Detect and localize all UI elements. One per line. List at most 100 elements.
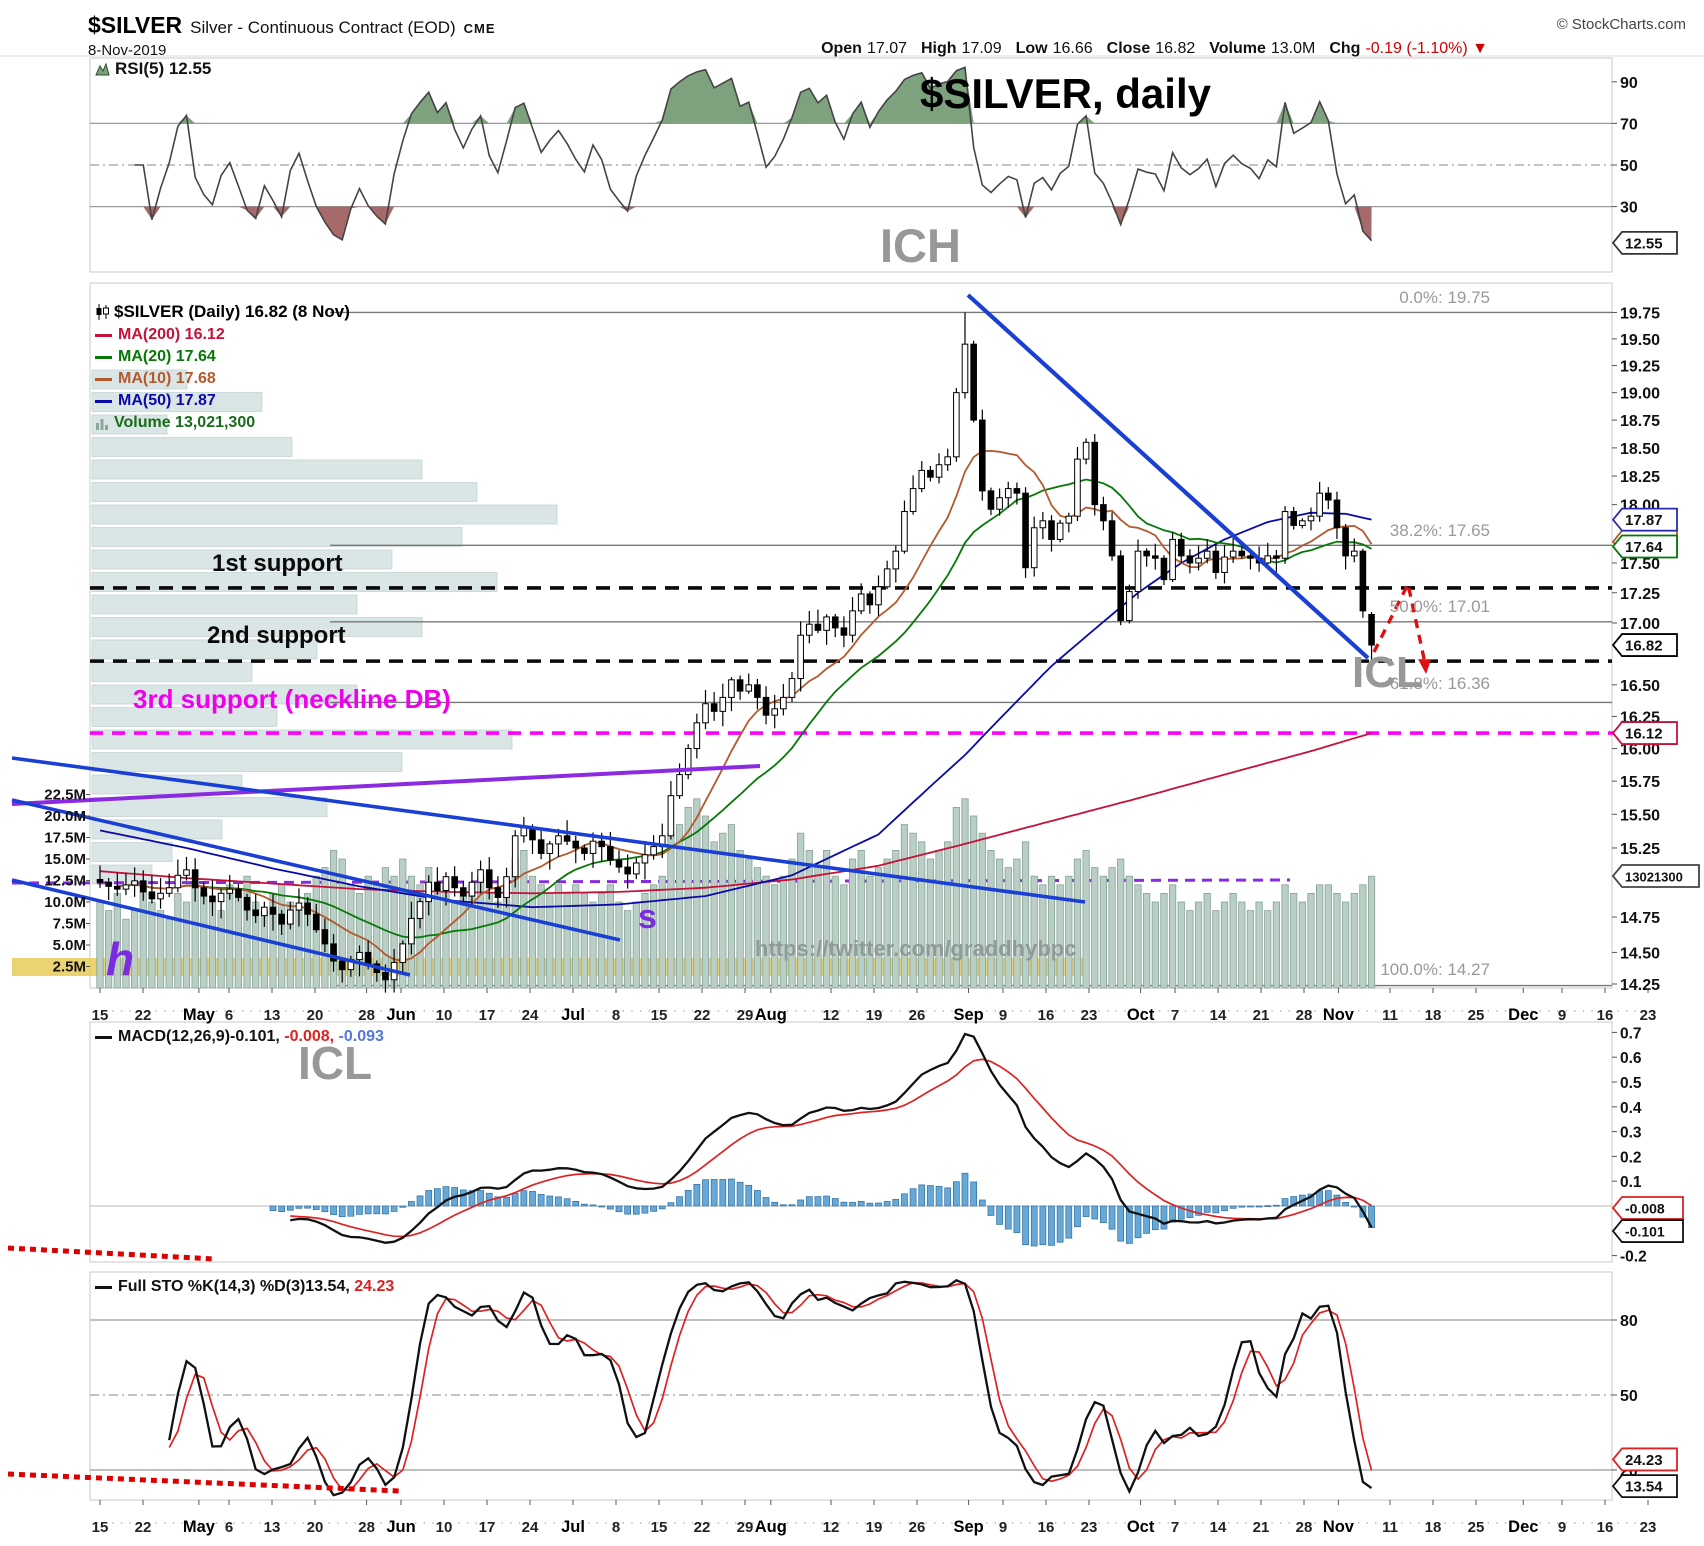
svg-text:8: 8 — [612, 1007, 620, 1024]
quote-label: Chg — [1329, 40, 1361, 57]
fib-label-50: 50.0%: 17.01 — [1389, 597, 1490, 616]
svg-text:0.2: 0.2 — [1620, 1149, 1642, 1166]
svg-text:16: 16 — [1038, 1519, 1055, 1536]
svg-text:16.50: 16.50 — [1620, 678, 1660, 695]
svg-text:24: 24 — [522, 1007, 539, 1024]
quote-value: 16.66 — [1052, 40, 1093, 57]
svg-text:0.3: 0.3 — [1620, 1125, 1642, 1142]
svg-text:Jun: Jun — [386, 1006, 415, 1024]
svg-text:19.50: 19.50 — [1620, 332, 1660, 349]
svg-text:29: 29 — [737, 1519, 754, 1536]
svg-text:15.75: 15.75 — [1620, 774, 1660, 791]
svg-text:Nov: Nov — [1323, 1518, 1355, 1536]
main-legend: $SILVER (Daily) 16.82 (8 Nov) MA(200) 16… — [95, 300, 350, 434]
macd-legend: MACD(12,26,9) -0.101, -0.008, -0.093 — [95, 1028, 384, 1046]
annotation-s: s — [638, 898, 657, 936]
ticker-symbol: $SILVER — [88, 12, 183, 38]
svg-text:28: 28 — [358, 1007, 375, 1024]
svg-text:29: 29 — [737, 1007, 754, 1024]
sto-legend: Full STO %K(14,3) %D(3) 13.54, 24.23 — [95, 1278, 394, 1296]
svg-text:Dec: Dec — [1508, 1006, 1538, 1024]
quote-label: High — [921, 40, 957, 57]
svg-text:12: 12 — [823, 1519, 840, 1536]
rsi-area-icon — [95, 61, 110, 75]
svg-text:Dec: Dec — [1508, 1518, 1538, 1536]
svg-text:26: 26 — [909, 1007, 926, 1024]
svg-text:10: 10 — [436, 1007, 453, 1024]
svg-text:-0.2: -0.2 — [1620, 1249, 1647, 1266]
annotation-icl-main: ICL — [1352, 648, 1423, 697]
support-label-2: 2nd support — [207, 622, 346, 649]
svg-text:5.0M: 5.0M — [53, 937, 86, 954]
svg-text:26: 26 — [909, 1519, 926, 1536]
svg-text:Sep: Sep — [953, 1006, 983, 1024]
svg-text:11: 11 — [1382, 1519, 1398, 1536]
svg-text:21: 21 — [1253, 1007, 1270, 1024]
svg-text:50: 50 — [1620, 1388, 1638, 1405]
svg-text:18.50: 18.50 — [1620, 441, 1660, 458]
exchange-label: CME — [463, 21, 496, 36]
copyright: © StockCharts.com — [1556, 16, 1686, 33]
svg-text:17.5M: 17.5M — [44, 830, 86, 847]
svg-text:6: 6 — [225, 1519, 233, 1536]
quote-summary: Open 17.07 High 17.09 Low 16.66 Close 16.82 Volu… — [807, 40, 1488, 58]
ticker-description: Silver - Continuous Contract (EOD) — [190, 18, 456, 37]
annotation-icl-macd: ICL — [298, 1037, 373, 1089]
svg-text:18.25: 18.25 — [1620, 469, 1660, 486]
svg-text:13: 13 — [264, 1007, 281, 1024]
svg-text:12.5M: 12.5M — [44, 873, 86, 890]
svg-text:0.4: 0.4 — [1620, 1100, 1642, 1117]
svg-text:19.75: 19.75 — [1620, 305, 1660, 322]
twitter-watermark: https://twitter.com/graddhybpc — [755, 936, 1077, 961]
fib-label-100: 100.0%: 14.27 — [1380, 960, 1490, 979]
svg-text:16.12: 16.12 — [1625, 726, 1663, 743]
svg-text:Oct: Oct — [1127, 1006, 1155, 1024]
svg-text:11: 11 — [1382, 1007, 1398, 1024]
ma-legend-row: MA(200) 16.12 — [95, 324, 350, 346]
svg-text:13.54: 13.54 — [1625, 1479, 1663, 1496]
svg-text:28: 28 — [1296, 1519, 1313, 1536]
svg-text:19.25: 19.25 — [1620, 359, 1660, 376]
svg-text:9: 9 — [1558, 1519, 1566, 1536]
fib-label-61: 61.8%: 16.36 — [1389, 674, 1490, 693]
svg-text:Jun: Jun — [386, 1518, 415, 1536]
svg-text:23: 23 — [1640, 1519, 1657, 1536]
macd-legend-values: -0.101, -0.008, -0.093 — [230, 1028, 384, 1045]
fib-label-0: 0.0%: 19.75 — [1399, 288, 1490, 307]
svg-text:18: 18 — [1425, 1519, 1442, 1536]
svg-text:Oct: Oct — [1127, 1518, 1155, 1536]
macd-line-swatch — [95, 1035, 112, 1039]
svg-text:19: 19 — [866, 1007, 883, 1024]
quote-label: Open — [821, 40, 862, 57]
svg-text:50: 50 — [1620, 158, 1638, 175]
svg-text:2.5M: 2.5M — [53, 959, 86, 976]
svg-text:9: 9 — [999, 1007, 1007, 1024]
svg-text:Jul: Jul — [561, 1518, 585, 1536]
svg-text:14: 14 — [1210, 1007, 1227, 1024]
svg-text:20: 20 — [307, 1519, 324, 1536]
svg-text:16: 16 — [1597, 1007, 1614, 1024]
svg-text:22: 22 — [694, 1519, 711, 1536]
quote-value: 17.09 — [961, 40, 1002, 57]
svg-text:15: 15 — [92, 1519, 109, 1536]
svg-text:23: 23 — [1081, 1007, 1098, 1024]
svg-text:80: 80 — [1620, 1313, 1638, 1330]
ma-legend-row: MA(50) 17.87 — [95, 390, 350, 412]
quote-value: 13.0M — [1270, 40, 1316, 57]
svg-text:12.55: 12.55 — [1625, 235, 1663, 252]
ma-legend-row: MA(20) 17.64 — [95, 346, 350, 368]
quote-value: -0.19 (-1.10%) — [1365, 40, 1468, 57]
main-title: $SILVER (Daily) 16.82 (8 Nov) — [114, 302, 350, 321]
svg-text:17.50: 17.50 — [1620, 556, 1660, 573]
change-down-icon: ▼ — [1467, 40, 1488, 57]
chart-header: $SILVER Silver - Continuous Contract (EOD… — [88, 12, 496, 39]
svg-text:25: 25 — [1468, 1007, 1485, 1024]
svg-text:May: May — [183, 1006, 216, 1024]
volume-bars-icon — [96, 418, 108, 430]
svg-text:22.5M: 22.5M — [44, 787, 86, 804]
svg-text:28: 28 — [358, 1519, 375, 1536]
ma-legend-row: MA(10) 17.68 — [95, 368, 350, 390]
svg-text:15: 15 — [651, 1519, 668, 1536]
support-label-3: 3rd support (neckline DB) — [133, 684, 451, 714]
